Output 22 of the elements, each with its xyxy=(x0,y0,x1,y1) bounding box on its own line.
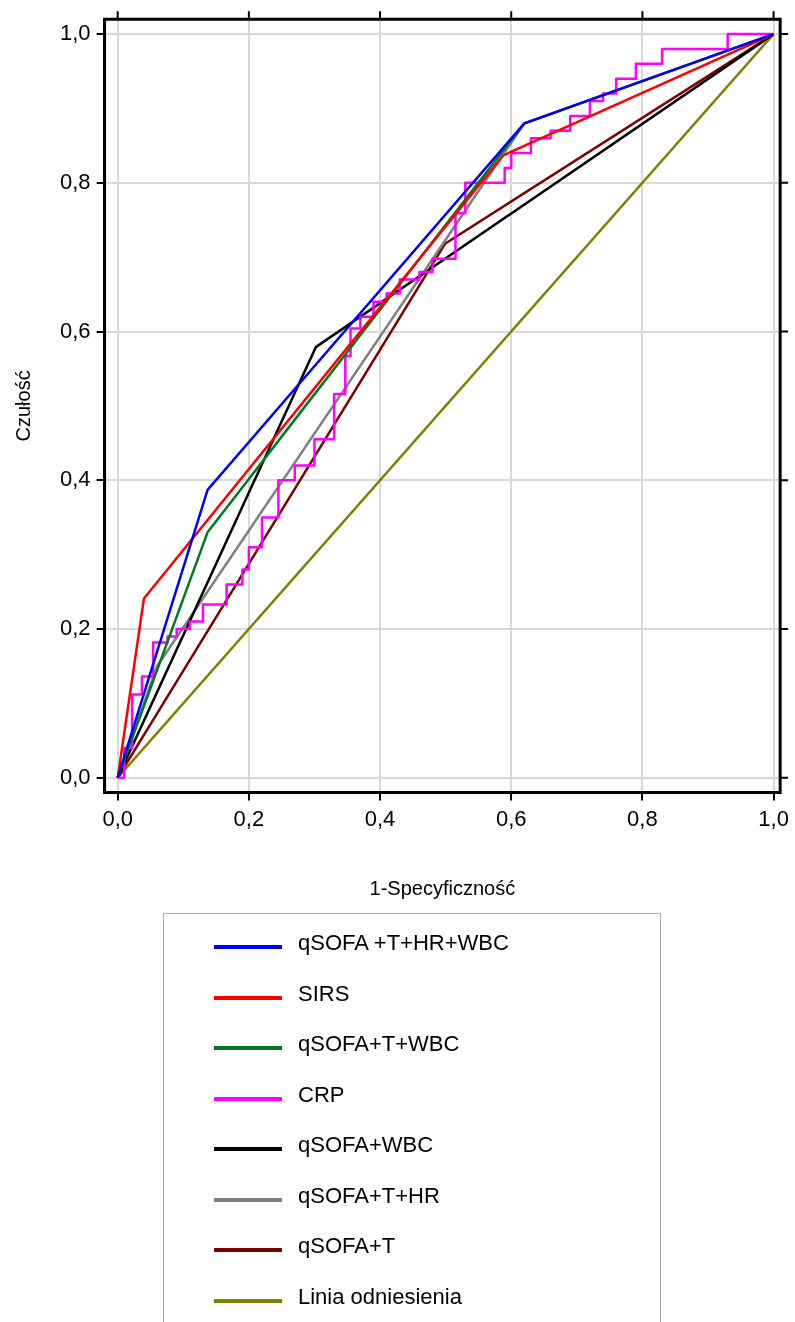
y-tick-label: 0,2 xyxy=(59,615,91,641)
x-tick-label: 1,0 xyxy=(758,805,789,831)
legend-label: qSOFA+T+HR xyxy=(298,1182,440,1209)
legend-label: CRP xyxy=(298,1081,345,1108)
x-tick-label: 0,8 xyxy=(627,805,658,831)
legend-label: qSOFA+T+WBC xyxy=(298,1031,460,1058)
x-tick-label: 0,6 xyxy=(495,805,527,831)
y-tick-label: 1,0 xyxy=(59,20,91,46)
legend-label: Linia odniesienia xyxy=(298,1283,462,1310)
x-tick-label: 0,2 xyxy=(233,805,265,831)
legend-label: qSOFA+T xyxy=(298,1233,396,1260)
y-tick-label: 0,0 xyxy=(59,763,91,789)
y-axis-title: Czułość xyxy=(11,370,34,442)
x-axis-title: 1-Specyficzność xyxy=(369,876,516,899)
legend-label: qSOFA +T+HR+WBC xyxy=(298,930,509,957)
legend-label: SIRS xyxy=(298,980,350,1007)
legend-label: qSOFA+WBC xyxy=(298,1132,434,1159)
y-tick-label: 0,8 xyxy=(59,168,91,194)
y-tick-label: 0,4 xyxy=(59,466,91,492)
x-tick-label: 0,4 xyxy=(364,805,396,831)
y-tick-label: 0,6 xyxy=(59,317,91,343)
x-tick-label: 0,0 xyxy=(102,805,133,831)
